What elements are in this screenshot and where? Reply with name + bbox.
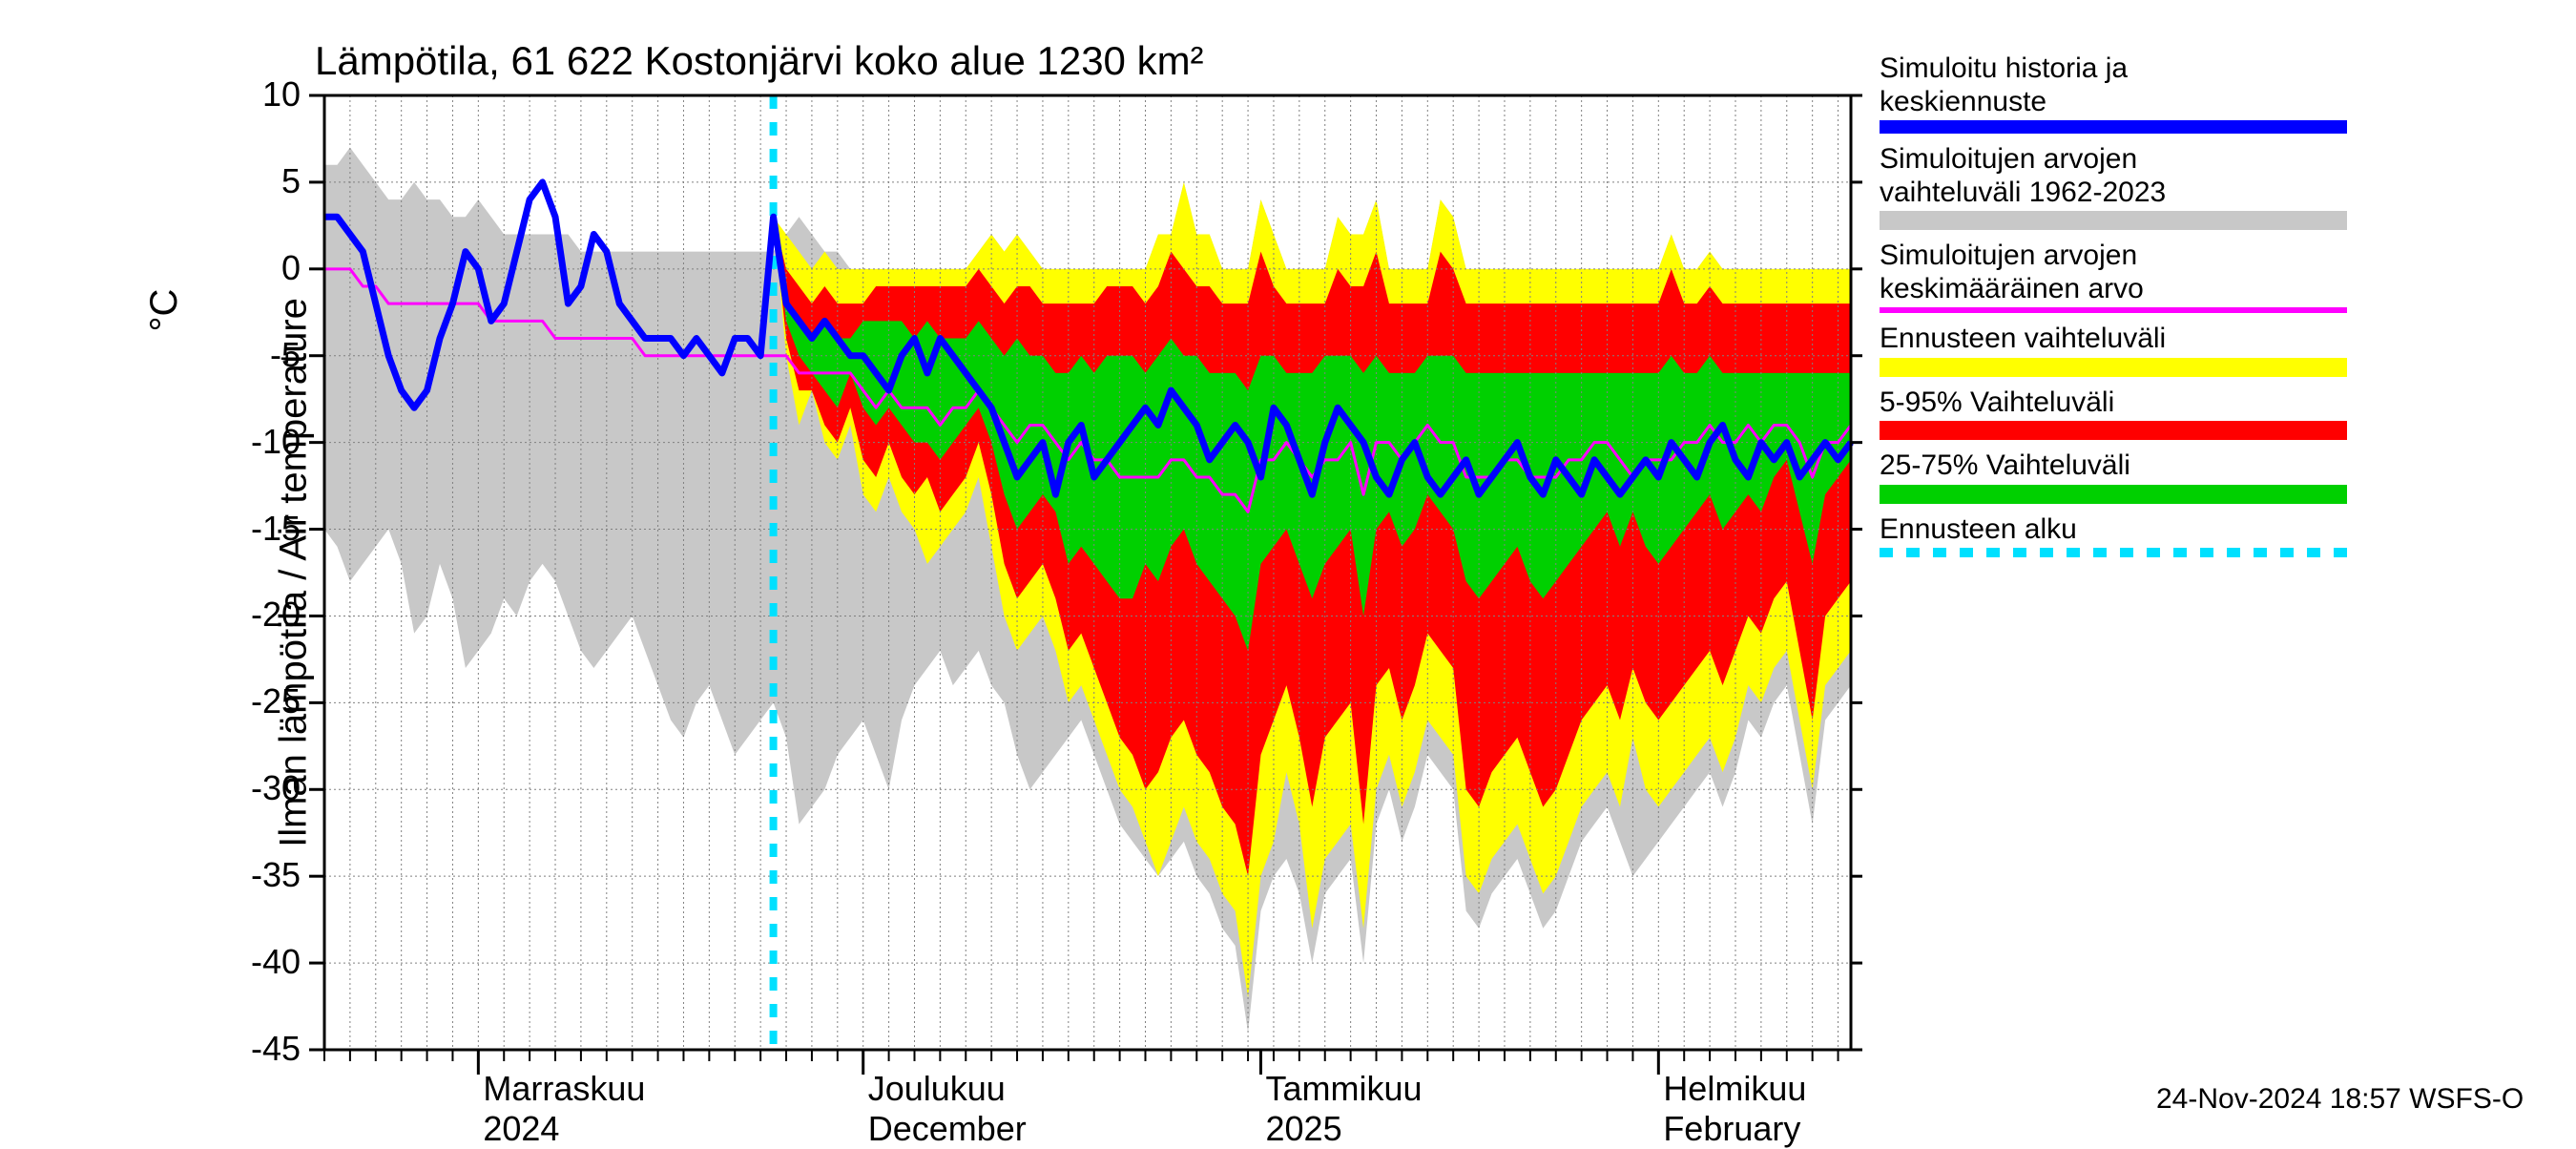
ytick-label: 10: [205, 74, 301, 115]
ytick-label: -10: [205, 422, 301, 462]
xaxis-label: JoulukuuDecember: [868, 1069, 1027, 1149]
legend-item-historical_range: Simuloitujen arvojenvaihteluväli 1962-20…: [1880, 143, 2385, 230]
legend-item-mean_historical: Simuloitujen arvojenkeskimääräinen arvo: [1880, 240, 2385, 313]
chart-container: Lämpötila, 61 622 Kostonjärvi koko alue …: [0, 0, 2576, 1145]
ytick-label: -30: [205, 768, 301, 808]
legend-item-forecast_start: Ennusteen alku: [1880, 513, 2385, 558]
legend-item-forecast_50: 25-75% Vaihteluväli: [1880, 449, 2385, 504]
ytick-label: -25: [205, 681, 301, 721]
legend-item-forecast_90: 5-95% Vaihteluväli: [1880, 386, 2385, 441]
xaxis-label: Marraskuu2024: [483, 1069, 645, 1149]
legend-item-forecast_full: Ennusteen vaihteluväli: [1880, 323, 2385, 377]
legend-item-simulated: Simuloitu historia jakeskiennuste: [1880, 52, 2385, 134]
ytick-label: 0: [205, 248, 301, 288]
ytick-label: -5: [205, 335, 301, 375]
chart-legend: Simuloitu historia jakeskiennuste Simuloi…: [1880, 52, 2385, 567]
xaxis-label: HelmikuuFebruary: [1663, 1069, 1806, 1149]
ytick-label: -40: [205, 942, 301, 982]
ytick-label: -45: [205, 1029, 301, 1069]
ytick-label: -15: [205, 509, 301, 549]
ytick-label: -35: [205, 855, 301, 895]
xaxis-label: Tammikuu2025: [1266, 1069, 1423, 1149]
chart-footer: 24-Nov-2024 18:57 WSFS-O: [2156, 1083, 2524, 1116]
ytick-label: 5: [205, 161, 301, 201]
ytick-label: -20: [205, 595, 301, 635]
